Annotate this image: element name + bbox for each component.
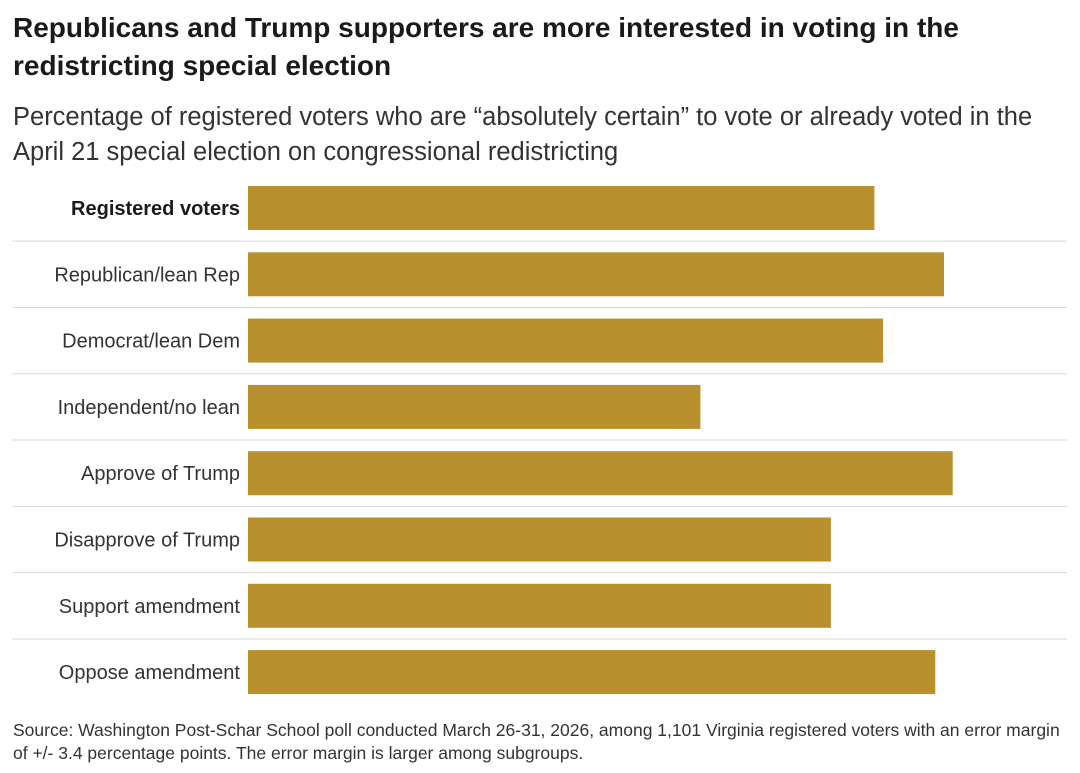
- bar: [248, 186, 875, 230]
- category-label: Support amendment: [59, 596, 241, 618]
- category-label: Registered voters: [71, 198, 240, 220]
- chart-title: Republicans and Trump supporters are mor…: [13, 12, 959, 81]
- bar-chart: Registered voters Republican/lean Rep Demo…: [12, 186, 1067, 695]
- category-label: Oppose amendment: [59, 662, 241, 684]
- source-note: Source: Washington Post-Schar School pol…: [13, 720, 1060, 763]
- bar: [248, 384, 701, 429]
- category-label: Republican/lean Rep: [54, 264, 240, 286]
- category-label: Approve of Trump: [81, 463, 240, 485]
- bar: [248, 451, 953, 496]
- category-label: Independent/no lean: [58, 397, 240, 419]
- bar: [248, 583, 831, 628]
- category-label: Disapprove of Trump: [54, 530, 240, 552]
- category-label: Democrat/lean Dem: [62, 331, 240, 353]
- bar: [248, 318, 884, 363]
- bar: [248, 517, 831, 562]
- chart-subtitle: Percentage of registered voters who are …: [13, 103, 1033, 166]
- bar: [248, 252, 944, 297]
- bar: [248, 650, 936, 695]
